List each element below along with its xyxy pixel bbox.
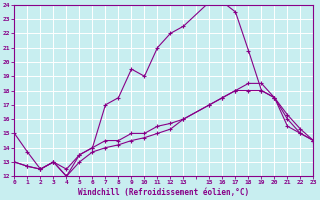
X-axis label: Windchill (Refroidissement éolien,°C): Windchill (Refroidissement éolien,°C) bbox=[78, 188, 250, 197]
